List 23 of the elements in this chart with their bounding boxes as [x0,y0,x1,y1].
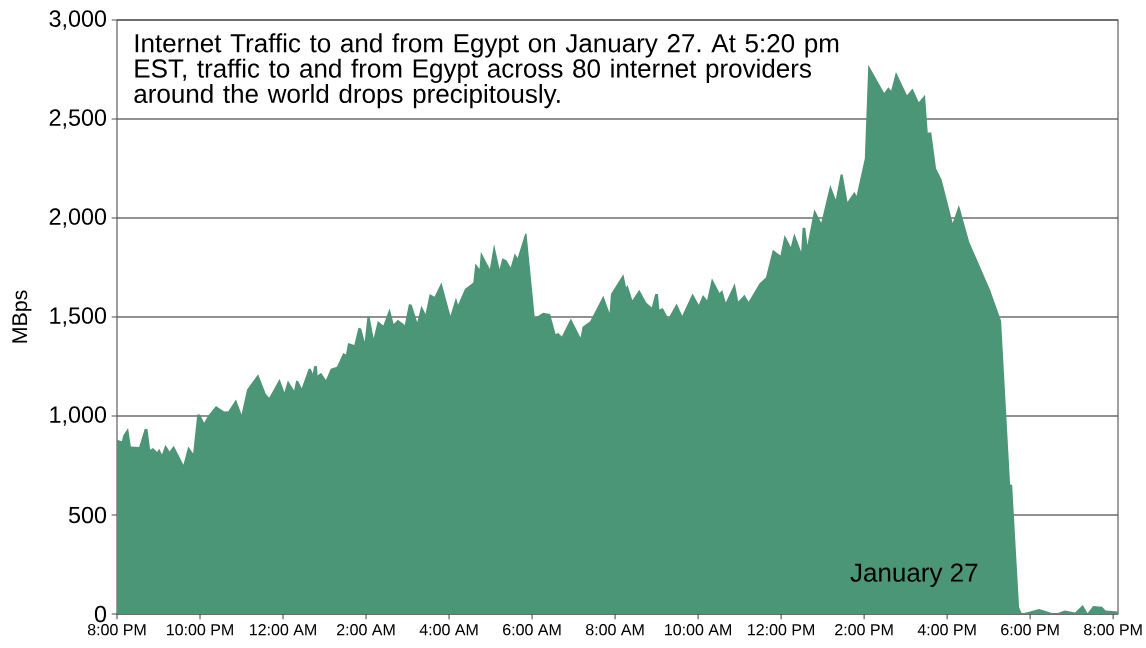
y-tick-label: 2,000 [49,208,107,228]
text: Internet Traffic to and from Egypt on January 27. At 5:20 pm EST, traffic to and from Egypt across 80 internet providers around the world drops precipitously. [134,33,839,109]
y-tick-label: 1,500 [50,307,107,327]
y-axis-title: MBps [12,290,32,343]
x-tick-label: 6:00 AM [503,624,561,636]
x-tick-label: 12:00 AM [250,624,316,636]
x-tick-label: 10:00 PM [166,624,233,636]
x-tick-label: 2:00 AM [337,624,395,636]
x-tick-label: 8:00 AM [585,624,644,636]
x-tick-label: 6:00 PM [1001,624,1059,636]
y-tick-label: 500 [68,506,107,524]
x-tick-label: 10:00 AM [665,624,731,636]
x-tick-label: 4:00 PM [917,624,976,636]
y-tick-label: 0 [94,605,107,623]
y-tick-label: 2,500 [49,109,107,129]
y-tick-label: 3,000 [49,10,107,30]
x-tick-label: 12:00 PM [748,624,815,636]
x-tick-label: 8:00 PM [1084,624,1142,636]
x-tick-label: 2:00 PM [835,624,893,636]
annotation: January 27 [850,563,978,587]
y-tick-label: 1,000 [50,406,107,426]
x-tick-label: 4:00 AM [419,624,478,636]
x-tick-label: 8:00 PM [87,624,146,636]
